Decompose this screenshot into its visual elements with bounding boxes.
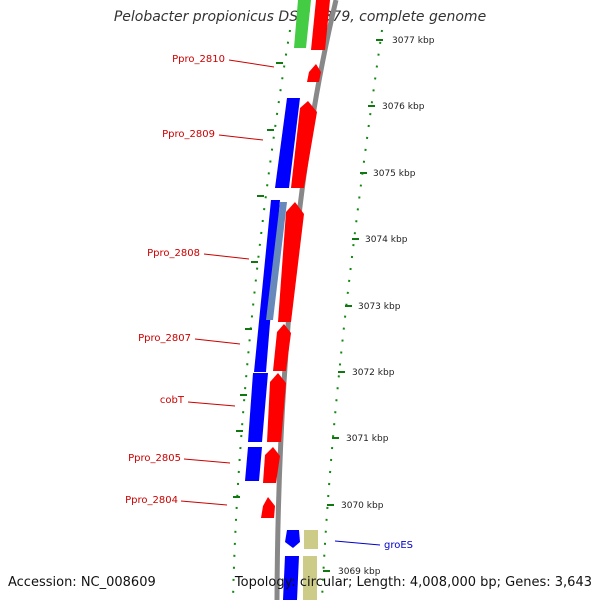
scale-label-3070: 3070 kbp bbox=[341, 501, 384, 511]
gene-ppro-2805[interactable] bbox=[263, 447, 280, 483]
inner-ticks bbox=[233, 62, 283, 498]
gene-ppro-2809[interactable] bbox=[291, 101, 317, 188]
gene-label-groes[interactable]: groES bbox=[384, 540, 413, 551]
scale-label-3076: 3076 kbp bbox=[382, 102, 425, 112]
gene-label-ppro-2809[interactable]: Ppro_2809 bbox=[162, 129, 215, 140]
scale-label-3072: 3072 kbp bbox=[352, 368, 395, 378]
gene-label-cobt[interactable]: cobT bbox=[160, 395, 185, 406]
reverse-cds-ppro-2809[interactable] bbox=[275, 98, 300, 188]
gene-ppro-2807[interactable] bbox=[273, 324, 291, 371]
accession-label: Accession: NC_008609 bbox=[8, 575, 156, 590]
reverse-cds-ppro-2808[interactable] bbox=[254, 200, 280, 372]
reverse-cds-cobt[interactable] bbox=[248, 373, 268, 442]
scale-label-3073: 3073 kbp bbox=[358, 302, 401, 312]
reverse-cds-groes[interactable] bbox=[285, 530, 300, 548]
scale-label-3069: 3069 kbp bbox=[338, 567, 381, 577]
gene-label-ppro-2804[interactable]: Ppro_2804 bbox=[125, 495, 178, 506]
label-connectors bbox=[180, 59, 381, 546]
gene-cobt[interactable] bbox=[267, 373, 286, 442]
scale-label-3077: 3077 kbp bbox=[392, 36, 435, 46]
scale-label-3075: 3075 kbp bbox=[373, 169, 416, 179]
gene-label-ppro-2810[interactable]: Ppro_2810 bbox=[172, 54, 225, 65]
secondary-feature[interactable] bbox=[266, 202, 287, 320]
rna-feature-1[interactable] bbox=[304, 530, 318, 549]
topology-label: Topology: circular; Length: 4,008,000 bp… bbox=[234, 575, 592, 590]
gene-label-ppro-2805[interactable]: Ppro_2805 bbox=[128, 453, 181, 464]
gene-ppro-2810[interactable] bbox=[307, 64, 321, 82]
scale-label-3074: 3074 kbp bbox=[365, 235, 408, 245]
forward-cds-top[interactable] bbox=[311, 0, 330, 50]
major-ticks bbox=[323, 39, 383, 572]
gene-label-ppro-2807[interactable]: Ppro_2807 bbox=[138, 333, 191, 344]
gene-label-ppro-2808[interactable]: Ppro_2808 bbox=[147, 248, 200, 259]
scale-label-3071: 3071 kbp bbox=[346, 434, 389, 444]
gene-ppro-2804[interactable] bbox=[261, 497, 275, 518]
rna-feature-2[interactable] bbox=[303, 556, 317, 600]
outer-tick-ring bbox=[321, 29, 383, 600]
reverse-cds-ppro-2805[interactable] bbox=[245, 447, 262, 481]
gene-ppro-2808[interactable] bbox=[278, 202, 304, 322]
reverse-cds-bottom[interactable] bbox=[283, 556, 299, 600]
green-feature[interactable] bbox=[294, 0, 311, 48]
